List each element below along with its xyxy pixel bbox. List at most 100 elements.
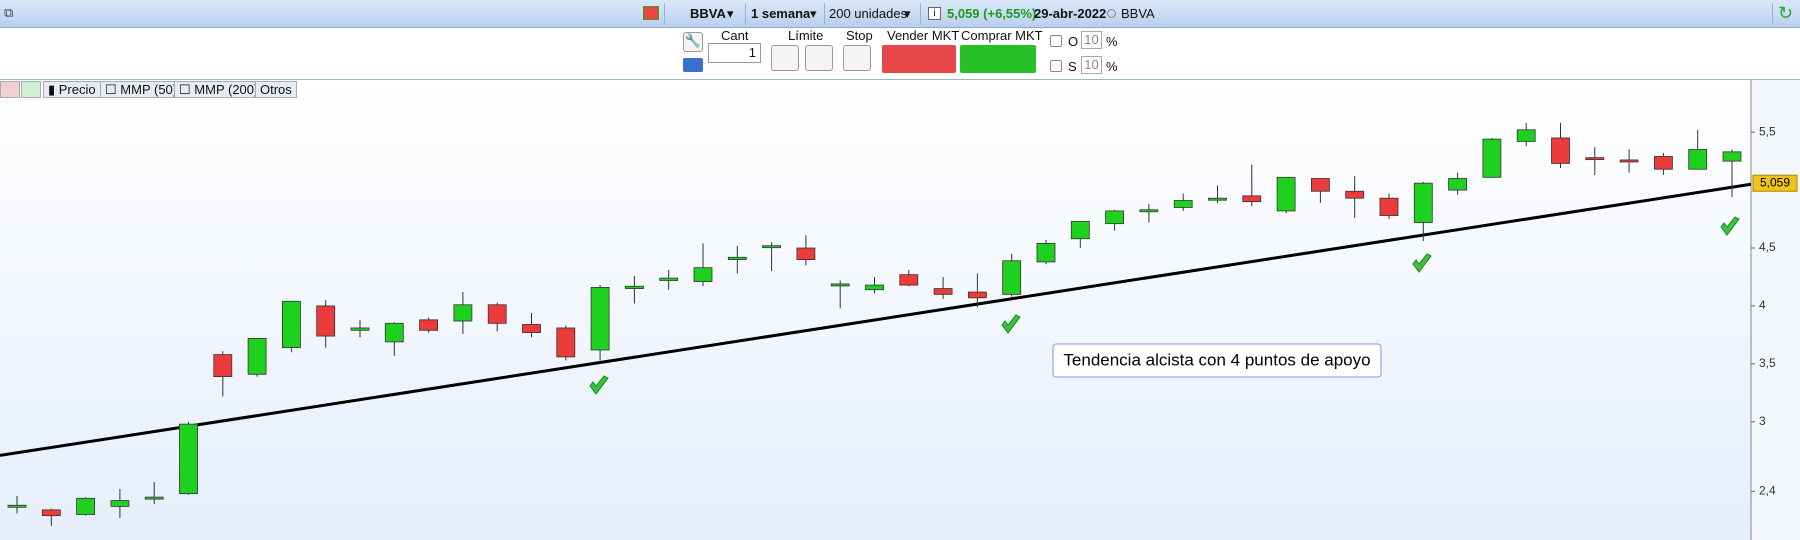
chart-type-icon[interactable]	[643, 6, 659, 20]
indicator-label: Otros	[260, 82, 292, 97]
indicator-icon[interactable]	[21, 81, 41, 98]
status-dot	[1107, 9, 1116, 18]
candle-body	[1173, 200, 1193, 208]
candle-body	[590, 287, 610, 351]
axis-background	[1751, 80, 1800, 540]
y-tick-label: 5,5	[1759, 124, 1776, 138]
o-label: O	[1068, 34, 1079, 49]
y-tick-label: 3,5	[1759, 356, 1776, 370]
symbol[interactable]: BBVA	[690, 6, 726, 21]
last-price-box	[1752, 174, 1798, 192]
candle-body	[1208, 197, 1227, 201]
candle-body	[1413, 182, 1433, 223]
candle-body	[384, 322, 404, 343]
candle-body	[865, 284, 884, 291]
candle-body	[281, 300, 301, 349]
candle-body	[1585, 157, 1605, 161]
candle-body	[487, 304, 507, 324]
price-change: 5,059 (+6,55%)	[947, 6, 1037, 21]
candle-body	[899, 274, 919, 286]
indicator-button[interactable]: Otros	[255, 81, 297, 98]
candle-body	[1516, 129, 1536, 142]
candle-body	[693, 267, 713, 283]
top-toolbar: ⧉ BBVA ▾ 1 semana ▾ 200 unidades ▾ i 5,0…	[0, 0, 1800, 28]
dropdown-arrow[interactable]: ▾	[810, 6, 817, 21]
candle-body	[453, 304, 473, 322]
candle-body	[1070, 220, 1090, 240]
sell-button[interactable]	[882, 45, 956, 73]
period[interactable]: 1 semana	[751, 6, 811, 21]
candle-body	[1654, 156, 1673, 170]
limit-label: Límite	[788, 28, 824, 43]
indicator-button[interactable]: ☐ MMP (200)	[174, 81, 264, 98]
order-toolbar: 🔧 Cant 1 Límite Stop Vender MKT Comprar …	[0, 28, 1800, 80]
o-checkbox[interactable]	[1050, 35, 1062, 47]
check-mark	[1720, 216, 1740, 236]
candle-body	[659, 277, 679, 281]
candle-body	[1551, 137, 1570, 164]
window-icon[interactable]: ⧉	[4, 5, 14, 20]
candle-body	[933, 288, 953, 295]
annotation: Tendencia alcista con 4 puntos de apoyo	[1063, 350, 1370, 369]
s-input[interactable]: 10	[1081, 56, 1102, 74]
y-tick-label: 4	[1759, 298, 1766, 312]
candle-body	[1722, 151, 1742, 162]
candle-body	[110, 500, 130, 507]
candle-body	[1448, 178, 1467, 191]
candle-body	[556, 327, 576, 358]
check-mark	[1412, 253, 1432, 273]
candle-body	[796, 247, 816, 260]
o-input[interactable]: 10	[1081, 31, 1102, 49]
dropdown-arrow[interactable]: ▾	[727, 6, 734, 21]
support-marks	[589, 216, 1740, 395]
candle-body	[1002, 260, 1022, 295]
candle-body	[419, 319, 439, 331]
trend-line	[0, 182, 1752, 457]
candle-body	[968, 291, 987, 299]
o-unit: %	[1106, 34, 1118, 49]
buy-label: Comprar MKT	[961, 28, 1043, 43]
indicator-label: MMP (200)	[194, 82, 259, 97]
keyboard-button[interactable]	[683, 58, 703, 72]
s-unit: %	[1106, 59, 1118, 74]
stop-label: Stop	[846, 28, 873, 43]
indicator-label: Precio	[58, 82, 96, 97]
candle-body	[1345, 190, 1365, 199]
candle-body	[7, 504, 27, 508]
candle-body	[350, 327, 370, 331]
candle-body	[762, 245, 781, 249]
candle-body	[76, 497, 95, 515]
refresh-icon[interactable]: ↻	[1778, 3, 1794, 23]
qty-label: Cant	[721, 28, 749, 43]
y-tick-label: 3	[1759, 414, 1766, 428]
qty-input[interactable]: 1	[708, 43, 761, 63]
check-mark	[1001, 314, 1021, 334]
candle-body	[727, 256, 747, 260]
candle-body	[1619, 159, 1639, 163]
candle-body	[213, 354, 233, 378]
candle-body	[1311, 178, 1330, 192]
chart: 5,5 4,5 4 3,5 3 2,4 Tendencia alcista con 4 p…	[0, 80, 1800, 540]
limit-buy-button[interactable]	[771, 45, 799, 71]
stop-button[interactable]	[843, 45, 871, 71]
candle-body	[1688, 149, 1708, 170]
candle-body	[1139, 209, 1159, 213]
candle-body	[1242, 195, 1262, 203]
candle-body	[179, 423, 198, 495]
settings-button[interactable]: 🔧	[683, 32, 703, 52]
dropdown-arrow[interactable]: ▾	[904, 6, 911, 21]
limit-sell-button[interactable]	[805, 45, 833, 71]
check-mark	[589, 375, 609, 395]
indicator-icon[interactable]	[0, 81, 20, 98]
indicator-button[interactable]: ▮ Precio	[43, 81, 101, 98]
units[interactable]: 200 unidades	[829, 6, 908, 21]
indicator-button[interactable]: ☐ MMP (50)	[100, 81, 183, 98]
annotation-box[interactable]	[1052, 343, 1382, 378]
candle-body	[41, 509, 61, 517]
s-checkbox[interactable]	[1050, 60, 1062, 72]
buy-button[interactable]	[960, 45, 1036, 73]
info-icon[interactable]: i	[928, 7, 941, 20]
candle-body	[1379, 197, 1399, 216]
sell-label: Vender MKT	[887, 28, 960, 43]
